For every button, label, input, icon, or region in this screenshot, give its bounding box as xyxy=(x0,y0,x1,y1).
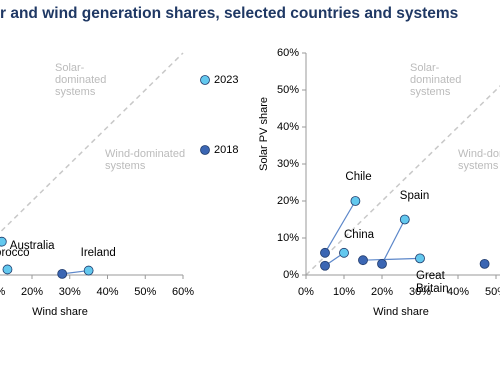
point-label: Ireland xyxy=(80,246,116,259)
x-tick-label: 40% xyxy=(96,286,118,298)
point xyxy=(399,214,410,225)
x-axis-label: Wind share xyxy=(373,306,429,318)
legend-label: 2018 xyxy=(214,144,238,156)
legend-marker xyxy=(200,75,210,85)
point-label: Great Britain xyxy=(416,270,449,296)
x-tick-label: 20% xyxy=(371,286,393,298)
x-tick-label: 50% xyxy=(134,286,156,298)
y-tick-label: 60% xyxy=(277,47,299,59)
point xyxy=(320,247,330,258)
x-tick-label: 10% xyxy=(0,286,5,298)
y-tick-label: 0% xyxy=(283,269,299,281)
chart-title: r and wind generation shares, selected c… xyxy=(0,5,458,22)
y-tick-label: 30% xyxy=(277,158,299,170)
point-label: Morocco xyxy=(0,247,30,260)
change-arrow xyxy=(362,257,421,261)
point xyxy=(377,258,387,269)
region-annotation: Solar-dominated systems xyxy=(55,62,107,98)
x-tick-label: 50% xyxy=(485,286,500,298)
x-tick-label: 10% xyxy=(333,286,355,298)
y-tick-label: 40% xyxy=(277,121,299,133)
parity-line xyxy=(305,85,500,276)
point xyxy=(2,264,13,275)
point xyxy=(350,196,361,206)
region-annotation: Solar-dominated systems xyxy=(410,62,462,98)
x-tick-label: 40% xyxy=(447,286,469,298)
x-axis-label: Wind share xyxy=(32,306,88,318)
change-arrow xyxy=(381,219,406,265)
point-label: Chile xyxy=(345,171,372,183)
legend-marker xyxy=(200,145,210,155)
parity-line xyxy=(0,52,184,234)
point-label: Spain xyxy=(399,189,430,202)
y-tick-label: 50% xyxy=(277,84,299,96)
x-tick-label: 30% xyxy=(59,286,81,298)
region-annotation: Wind-dominated systems xyxy=(458,148,500,172)
point xyxy=(415,253,425,264)
region-annotation: Wind-dominated systems xyxy=(105,148,186,172)
point xyxy=(0,236,7,247)
change-arrow xyxy=(324,200,356,254)
x-tick-label: 20% xyxy=(21,286,43,298)
point xyxy=(339,247,349,258)
x-tick-label: 60% xyxy=(172,286,194,298)
y-tick-label: 20% xyxy=(277,195,299,207)
y-axis-label: Solar PV share xyxy=(258,97,270,171)
point xyxy=(320,260,330,271)
point xyxy=(479,258,490,269)
legend-label: 2023 xyxy=(214,74,238,86)
x-tick-label: 0% xyxy=(298,286,314,298)
point xyxy=(358,255,368,266)
y-tick-label: 10% xyxy=(277,232,299,244)
point-label: Australia xyxy=(9,239,55,252)
x-tick-label: 30% xyxy=(409,286,431,298)
point xyxy=(57,268,68,279)
point xyxy=(83,265,94,276)
point-label: China xyxy=(344,228,375,241)
